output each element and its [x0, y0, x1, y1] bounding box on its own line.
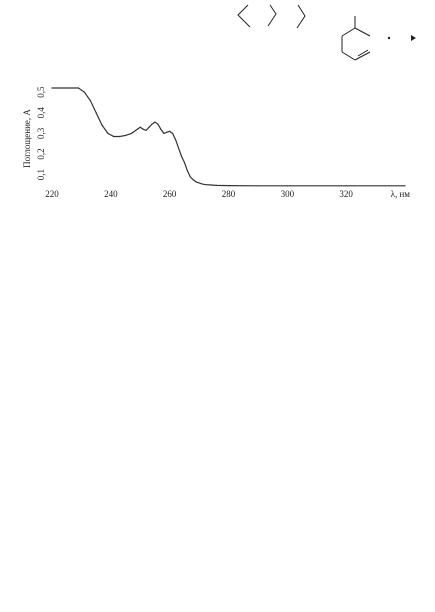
- absorption-curve-points: [51, 87, 406, 187]
- x-tick-labels: 220 240 260 280 300 320: [45, 189, 353, 199]
- y-tick-labels: 0,1 0,2 0,3 0,4 0,5: [36, 86, 46, 180]
- curve-point: [80, 89, 83, 91]
- curve-point: [216, 184, 218, 187]
- curve-point: [145, 129, 147, 131]
- curve-point: [124, 134, 127, 137]
- y-tick-label: 0,4: [36, 107, 46, 119]
- absorption-curve-line: [52, 87, 405, 187]
- curve-point: [136, 128, 138, 130]
- curve-point: [210, 184, 212, 186]
- structure-ring-bond-5: [354, 51, 371, 61]
- curve-point: [119, 135, 121, 138]
- curve-point: [169, 130, 171, 132]
- curve-point: [286, 185, 288, 187]
- y-tick-label: 0,2: [36, 148, 46, 159]
- curve-point: [257, 185, 259, 187]
- x-tick-label: 320: [339, 189, 353, 199]
- x-axis-label: λ, нм: [391, 189, 411, 199]
- x-tick-label: 280: [222, 189, 236, 199]
- curve-point: [189, 176, 191, 178]
- curve-point: [204, 183, 206, 186]
- x-tick-label: 260: [163, 189, 177, 199]
- curve-point: [160, 128, 162, 130]
- curve-point: [192, 179, 194, 181]
- structure-ring-bond-2: [341, 27, 356, 37]
- curve-point: [113, 135, 115, 138]
- curve-point: [174, 138, 177, 141]
- curve-point: [183, 161, 185, 163]
- curve-point: [142, 128, 144, 130]
- curve-point: [130, 132, 133, 135]
- curve-point: [227, 185, 230, 187]
- curve-point: [83, 91, 85, 93]
- curve-point: [154, 121, 156, 123]
- curve-point: [195, 181, 197, 183]
- structure-dot: [387, 36, 391, 40]
- curve-point: [139, 126, 141, 128]
- curve-point: [166, 131, 168, 133]
- y-tick-label: 0,3: [36, 127, 46, 139]
- curve-point: [198, 182, 200, 184]
- y-tick-label: 0,5: [36, 86, 46, 98]
- curve-point: [180, 155, 183, 157]
- structure-ring-double-bond: [357, 49, 369, 57]
- structure-fragment-right: [296, 4, 306, 29]
- curve-point: [148, 126, 150, 128]
- curve-point: [177, 147, 180, 149]
- curve-point: [107, 132, 109, 135]
- curve-point: [163, 132, 165, 135]
- curve-point: [157, 123, 159, 125]
- x-tick-label: 300: [281, 189, 295, 199]
- curve-point: [89, 99, 91, 101]
- curve-point: [151, 123, 153, 125]
- structure-ring-bond-4: [341, 51, 356, 61]
- structure-fragment-left: [237, 4, 251, 28]
- curve-point: [345, 185, 347, 187]
- curve-point: [186, 169, 188, 172]
- curve-point: [172, 132, 174, 135]
- structure-arrow-icon: [411, 35, 416, 41]
- structure-ring-bond-1: [354, 27, 371, 37]
- curve-point: [101, 124, 103, 126]
- curve-point: [69, 87, 71, 89]
- y-tick-label: 0,1: [36, 169, 46, 180]
- curve-point: [404, 185, 406, 187]
- structure-fragment-middle: [267, 4, 277, 27]
- curve-point: [51, 87, 53, 89]
- x-tick-label: 240: [104, 189, 118, 199]
- molecule-structure-drawing: [237, 4, 416, 61]
- curve-point: [201, 183, 203, 185]
- uv-absorption-chart: Поглощение, А 0,10,20,30,40,5 220 240 260 2…: [22, 86, 411, 199]
- x-tick-label: 220: [45, 189, 59, 199]
- curve-point: [95, 112, 97, 114]
- curve-point: [77, 87, 80, 89]
- y-axis-label-group: Поглощение, А: [22, 109, 32, 168]
- y-axis-label: Поглощение, А: [22, 109, 32, 168]
